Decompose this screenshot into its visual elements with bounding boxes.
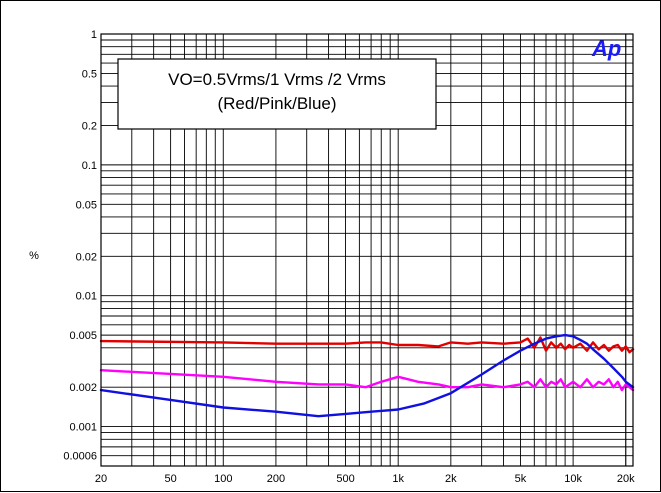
x-tick-label: 20k bbox=[617, 473, 635, 485]
y-tick-label: 0.1 bbox=[82, 160, 97, 172]
annotation-line-1: VO=0.5Vrms/1 Vrms /2 Vrms bbox=[168, 70, 386, 89]
y-tick-label: 0.02 bbox=[76, 251, 97, 263]
y-tick-label: 1 bbox=[91, 29, 97, 41]
y-tick-label: 0.5 bbox=[82, 68, 97, 80]
plot-area-border bbox=[100, 33, 634, 467]
y-tick-label: 0.2 bbox=[82, 120, 97, 132]
x-tick-label: 2k bbox=[445, 473, 457, 485]
y-axis-label: % bbox=[29, 250, 39, 262]
series-line-1 bbox=[99, 336, 635, 354]
y-tick-label: 0.05 bbox=[76, 199, 97, 211]
x-tick-label: 50 bbox=[164, 473, 176, 485]
x-tick-label: 200 bbox=[267, 473, 285, 485]
y-tick-label: 0.001 bbox=[69, 422, 97, 434]
y-tick-label: 0.005 bbox=[69, 330, 97, 342]
x-tick-label: 500 bbox=[336, 473, 354, 485]
y-tick-label: 0.002 bbox=[69, 382, 97, 394]
x-tick-label: 20 bbox=[95, 473, 107, 485]
x-tick-label: 1k bbox=[392, 473, 404, 485]
x-tick-label: 100 bbox=[214, 473, 232, 485]
y-tick-label: 0.0006 bbox=[63, 451, 97, 463]
x-tick-label: 10k bbox=[564, 473, 582, 485]
series-line-3 bbox=[99, 333, 635, 418]
x-tick-labels: 20 50 100 200 500 1k 2k 5k 10k 20k bbox=[95, 473, 635, 485]
y-tick-label: 0.01 bbox=[76, 291, 97, 303]
annotation-line-2: (Red/Pink/Blue) bbox=[217, 94, 336, 113]
x-tick-label: 5k bbox=[515, 473, 527, 485]
y-tick-labels: 1 0.5 0.2 0.1 0.05 0.02 0.01 0.005 0.002 0.001 0.0… bbox=[63, 29, 97, 463]
ap-logo: Ap bbox=[591, 36, 621, 61]
series-lines bbox=[99, 333, 635, 418]
series-line-2 bbox=[99, 369, 635, 392]
annotation-box: VO=0.5Vrms/1 Vrms /2 Vrms (Red/Pink/Blue… bbox=[117, 58, 437, 130]
